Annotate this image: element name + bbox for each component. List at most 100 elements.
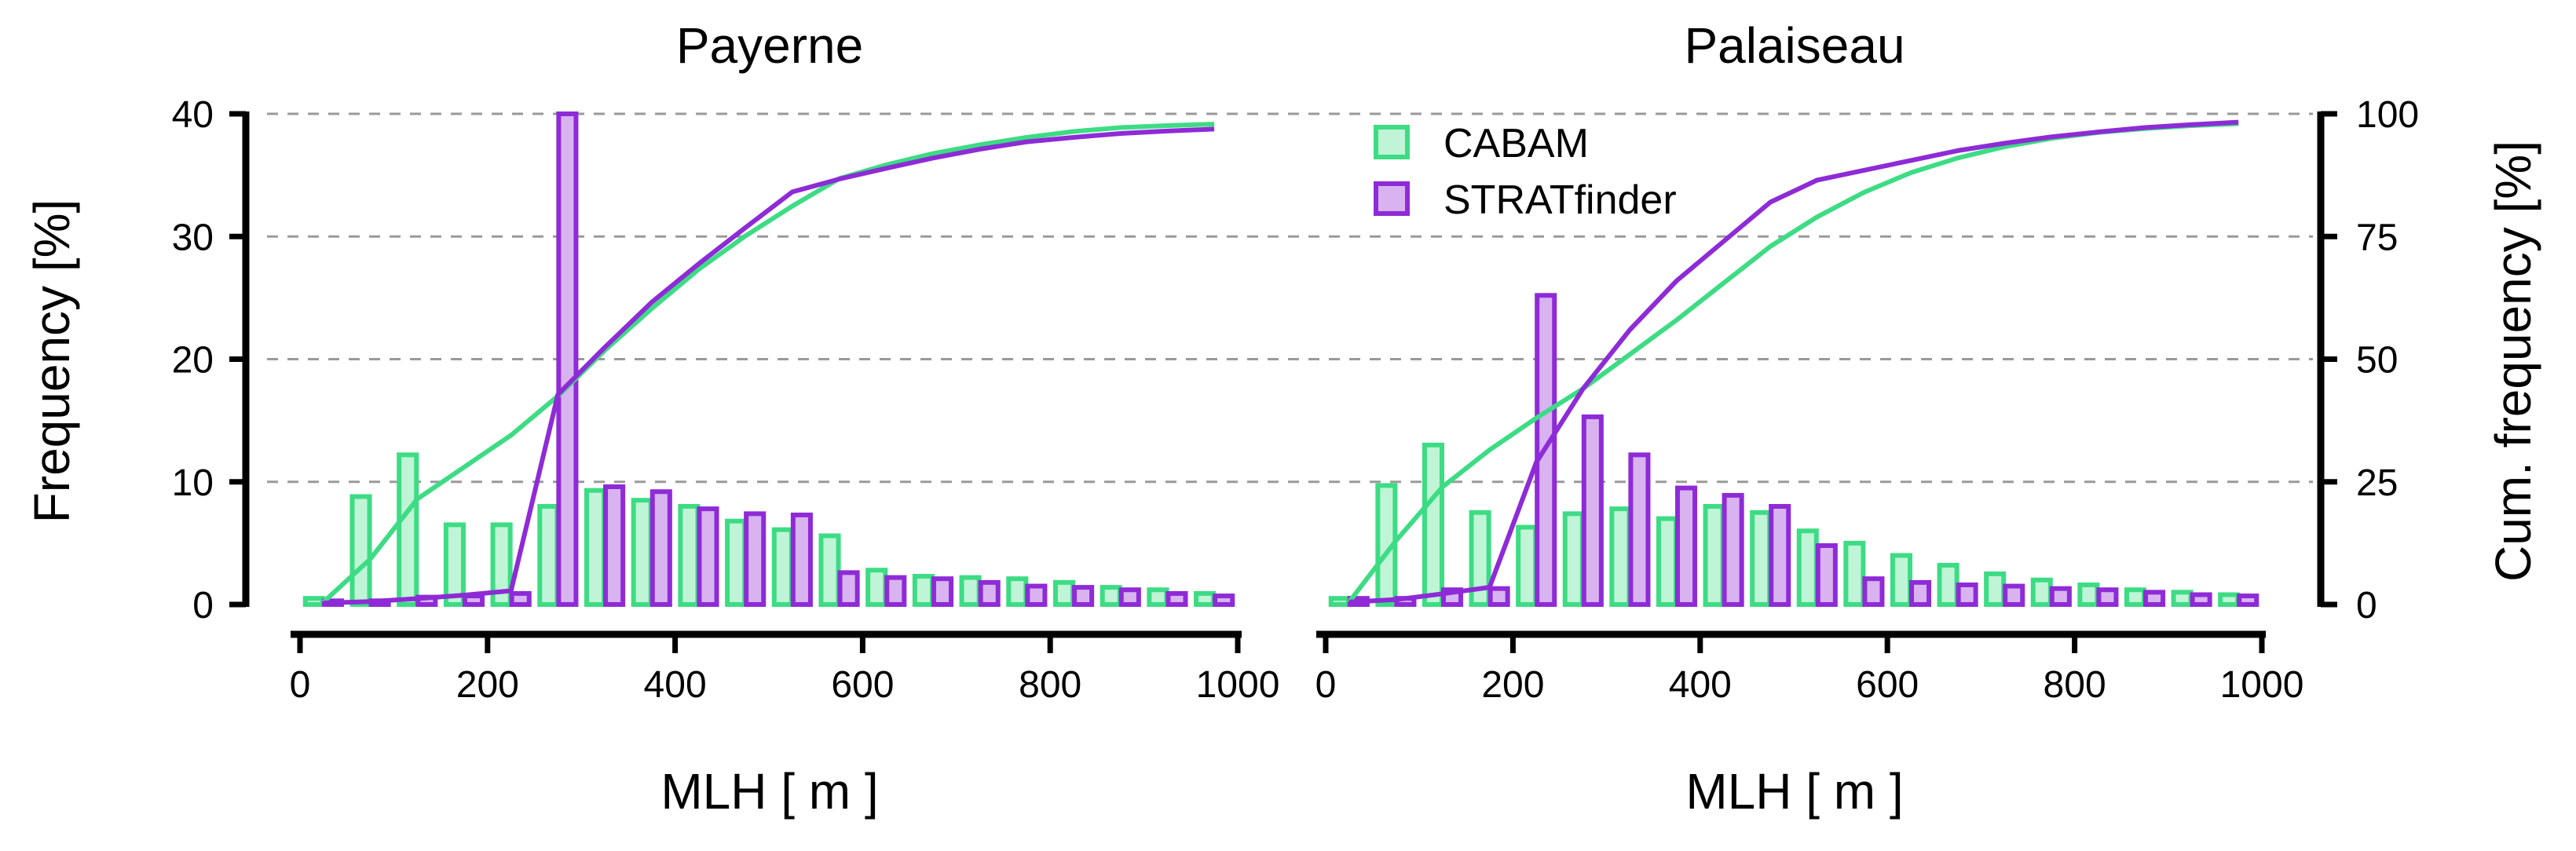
bar-palaiseau-cabam-125 xyxy=(1422,442,1444,607)
bar-payerne-cabam-875 xyxy=(1100,585,1122,607)
bars xyxy=(302,111,2259,607)
cumulative-lines xyxy=(321,119,2239,606)
bar-payerne-cabam-175 xyxy=(443,522,466,607)
bar-palaiseau-stratfinder-375 xyxy=(1675,485,1698,607)
x-tick-label-palaiseau-600: 600 xyxy=(1856,664,1919,706)
bar-palaiseau-cabam-525 xyxy=(1796,528,1819,607)
bar-payerne-cabam-475 xyxy=(725,518,748,607)
legend-swatch-cabam xyxy=(1374,125,1410,159)
bar-payerne-stratfinder-375 xyxy=(649,489,672,607)
bar-payerne-cabam-425 xyxy=(678,504,701,607)
bar-palaiseau-cabam-825 xyxy=(2077,583,2100,607)
bar-payerne-stratfinder-825 xyxy=(1072,585,1095,607)
bar-palaiseau-cabam-625 xyxy=(1890,553,1912,607)
bar-palaiseau-stratfinder-175 xyxy=(1487,586,1510,607)
legend-label-stratfinder: STRATfinder xyxy=(1444,177,1677,223)
panel-title-left: Payerne xyxy=(676,17,863,74)
bar-payerne-stratfinder-975 xyxy=(1213,594,1235,607)
bar-payerne-cabam-125 xyxy=(397,452,419,607)
bar-payerne-cabam-525 xyxy=(771,527,794,607)
bar-palaiseau-stratfinder-475 xyxy=(1769,504,1791,607)
bar-payerne-stratfinder-425 xyxy=(697,506,719,607)
x-tick-label-payerne-400: 400 xyxy=(644,664,707,706)
x-tick-label-palaiseau-0: 0 xyxy=(1315,664,1337,706)
cumulative-line-payerne-cabam xyxy=(321,122,1215,604)
y-tick-label-left-30: 30 xyxy=(172,217,214,258)
bar-palaiseau-cabam-475 xyxy=(1750,510,1773,607)
x-tick-label-palaiseau-200: 200 xyxy=(1481,664,1544,706)
y-tick-label-left-20: 20 xyxy=(172,340,214,382)
bar-payerne-stratfinder-575 xyxy=(837,570,860,607)
bar-payerne-stratfinder-675 xyxy=(931,576,954,607)
bar-payerne-cabam-825 xyxy=(1052,579,1076,607)
bar-palaiseau-cabam-675 xyxy=(1937,563,1959,607)
bar-palaiseau-stratfinder-525 xyxy=(1815,543,1838,607)
bar-palaiseau-stratfinder-425 xyxy=(1722,492,1744,607)
bar-payerne-stratfinder-275 xyxy=(556,111,579,607)
bar-palaiseau-cabam-725 xyxy=(1984,571,2007,607)
bar-palaiseau-cabam-175 xyxy=(1469,510,1491,607)
x-tick-label-palaiseau-800: 800 xyxy=(2044,664,2106,706)
bar-payerne-stratfinder-725 xyxy=(978,579,1001,607)
bar-payerne-cabam-775 xyxy=(1006,576,1029,607)
bar-palaiseau-stratfinder-775 xyxy=(2049,586,2072,607)
bar-payerne-stratfinder-625 xyxy=(884,575,907,607)
bar-payerne-stratfinder-225 xyxy=(509,590,532,607)
x-tick-label-payerne-800: 800 xyxy=(1019,664,1081,706)
bar-payerne-stratfinder-925 xyxy=(1165,590,1188,607)
bar-palaiseau-cabam-875 xyxy=(2124,587,2146,607)
bar-palaiseau-stratfinder-575 xyxy=(1862,576,1885,607)
bar-palaiseau-stratfinder-675 xyxy=(1956,583,1978,607)
bar-palaiseau-cabam-575 xyxy=(1843,540,1866,607)
x-tick-label-palaiseau-400: 400 xyxy=(1669,664,1732,706)
bar-payerne-stratfinder-475 xyxy=(744,511,767,607)
bar-palaiseau-cabam-975 xyxy=(2218,592,2241,607)
y-axis-title-left: Frequency [%] xyxy=(24,199,80,524)
x-tick-label-payerne-1000: 1000 xyxy=(1196,664,1280,706)
y-tick-label-right-100: 100 xyxy=(2356,94,2419,136)
y-tick-label-right-25: 25 xyxy=(2356,462,2398,504)
bar-palaiseau-stratfinder-725 xyxy=(2003,583,2025,607)
x-axis-title-right: MLH [ m ] xyxy=(1685,763,1903,820)
bar-palaiseau-stratfinder-925 xyxy=(2190,592,2212,607)
bar-payerne-stratfinder-775 xyxy=(1025,583,1048,607)
y-tick-label-right-75: 75 xyxy=(2356,217,2398,258)
bar-payerne-stratfinder-525 xyxy=(790,512,813,607)
bar-payerne-cabam-575 xyxy=(818,533,841,607)
bar-payerne-cabam-675 xyxy=(912,574,935,607)
x-tick-label-payerne-600: 600 xyxy=(831,664,894,706)
legend-label-cabam: CABAM xyxy=(1444,121,1589,166)
bar-payerne-cabam-975 xyxy=(1194,590,1217,607)
bar-payerne-cabam-325 xyxy=(584,488,607,607)
bar-palaiseau-cabam-925 xyxy=(2171,590,2194,607)
bar-payerne-cabam-75 xyxy=(349,494,372,607)
y-tick-label-left-10: 10 xyxy=(172,462,214,504)
bar-palaiseau-stratfinder-825 xyxy=(2096,587,2119,607)
bar-palaiseau-cabam-325 xyxy=(1609,506,1632,607)
cumulative-line-payerne-stratfinder xyxy=(323,126,1215,606)
bar-payerne-stratfinder-875 xyxy=(1118,587,1141,607)
bar-palaiseau-cabam-775 xyxy=(2030,577,2053,607)
legend-swatch-stratfinder xyxy=(1374,181,1410,216)
bar-palaiseau-cabam-25 xyxy=(1328,596,1351,607)
bar-payerne-cabam-375 xyxy=(631,498,653,607)
bar-palaiseau-stratfinder-975 xyxy=(2237,594,2259,607)
cumulative-line-palaiseau-stratfinder xyxy=(1348,119,2239,604)
bar-palaiseau-cabam-375 xyxy=(1656,516,1678,607)
y-tick-label-left-40: 40 xyxy=(172,94,214,136)
x-tick-label-payerne-200: 200 xyxy=(456,664,519,706)
bar-payerne-cabam-25 xyxy=(302,596,325,607)
bar-palaiseau-stratfinder-325 xyxy=(1628,452,1651,607)
bar-palaiseau-cabam-275 xyxy=(1562,511,1585,607)
x-tick-label-payerne-0: 0 xyxy=(290,664,311,706)
y-tick-label-right-0: 0 xyxy=(2356,585,2377,626)
legend: CABAM STRATfinder xyxy=(1374,121,1677,223)
y-tick-label-right-50: 50 xyxy=(2356,340,2398,382)
x-tick-label-palaiseau-1000: 1000 xyxy=(2220,664,2304,706)
bar-payerne-stratfinder-325 xyxy=(603,484,626,607)
bar-palaiseau-stratfinder-625 xyxy=(1909,579,1932,607)
gridlines xyxy=(267,112,2313,484)
bar-payerne-cabam-625 xyxy=(865,568,888,607)
